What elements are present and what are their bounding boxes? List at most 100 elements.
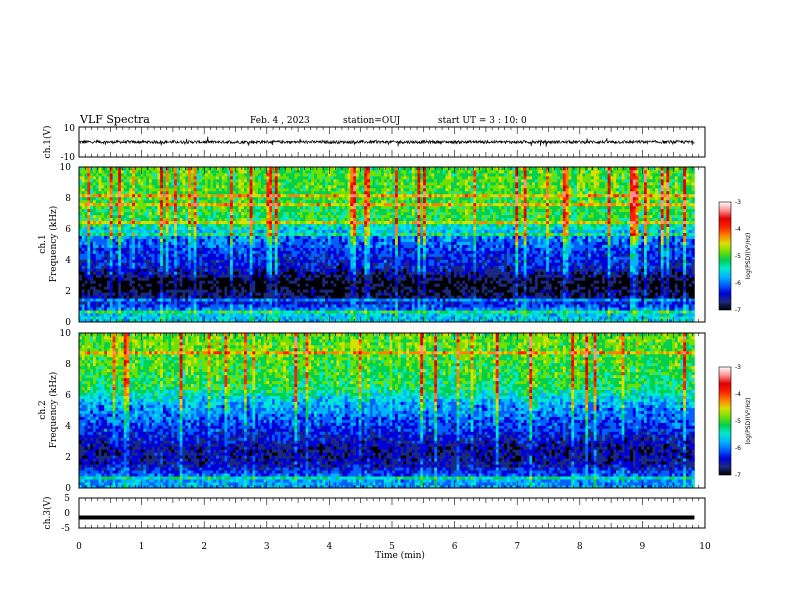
spectrogram-cell: [546, 307, 549, 310]
spectrogram-cell: [278, 286, 281, 289]
spectrogram-cell: [90, 268, 93, 271]
spectrogram-cell: [588, 262, 591, 265]
spectrogram-cell: [171, 304, 174, 307]
spectrogram-cell: [191, 292, 194, 295]
spectrogram-cell: [633, 292, 636, 295]
spectrogram-cell: [482, 310, 485, 313]
spectrogram-cell: [443, 271, 446, 274]
spectrogram-cell: [348, 316, 351, 319]
spectrogram-cell: [121, 268, 124, 271]
spectrogram-cell: [521, 313, 524, 316]
spectrogram-cell: [182, 316, 185, 319]
spectrogram-cell: [401, 313, 404, 316]
spectrogram-cell: [247, 289, 250, 292]
spectrogram-cell: [568, 289, 571, 292]
spectrogram-cell: [244, 262, 247, 265]
spectrogram-cell: [210, 253, 213, 256]
spectrogram-cell: [510, 301, 513, 304]
spectrogram-cell: [196, 271, 199, 274]
spectrogram-cell: [644, 316, 647, 319]
spectrogram-cell: [264, 274, 267, 277]
spectrogram-cell: [185, 310, 188, 313]
spectrogram-cell: [630, 280, 633, 283]
spectrogram-cell: [238, 310, 241, 313]
spectrogram-cell: [448, 262, 451, 265]
spectrogram-cell: [331, 271, 334, 274]
spectrogram-cell: [462, 292, 465, 295]
spectrogram-cell: [557, 307, 560, 310]
spectrogram-cell: [233, 292, 236, 295]
spectrogram-cell: [87, 286, 90, 289]
spectrogram-cell: [188, 313, 191, 316]
spectrogram-cell: [90, 280, 93, 283]
spectrogram-cell: [247, 271, 250, 274]
spectrogram-cell: [348, 301, 351, 304]
spectrogram-cell: [563, 304, 566, 307]
spectrogram-cell: [560, 280, 563, 283]
spectrogram-cell: [602, 256, 605, 259]
spectrogram-cell: [630, 274, 633, 277]
spectrogram-cell: [311, 313, 314, 316]
spectrogram-cell: [535, 271, 538, 274]
spectrogram-cell: [392, 280, 395, 283]
spectrogram-cell: [85, 316, 88, 319]
spectrogram-cell: [582, 307, 585, 310]
spectrogram-cell: [115, 280, 118, 283]
spectrogram-cell: [610, 310, 613, 313]
spectrogram-cell: [560, 277, 563, 280]
spectrogram-cell: [672, 283, 675, 286]
spectrogram-cell: [322, 316, 325, 319]
spectrogram-cell: [152, 301, 155, 304]
spectrogram-cell: [255, 280, 258, 283]
spectrogram-cell: [445, 289, 448, 292]
spectrogram-cell: [359, 280, 362, 283]
spectrogram-cell: [350, 307, 353, 310]
spectrogram-cell: [513, 259, 516, 262]
spectrogram-cell: [169, 277, 172, 280]
spectrogram-cell: [429, 298, 432, 301]
spectrogram-cell: [364, 280, 367, 283]
spectrogram-cell: [241, 265, 244, 268]
spectrogram-cell: [353, 271, 356, 274]
spectrogram-cell: [356, 268, 359, 271]
spectrogram-cell: [146, 301, 149, 304]
spectrogram-cell: [596, 277, 599, 280]
spectrogram-cell: [244, 274, 247, 277]
spectrogram-cell: [647, 286, 650, 289]
spectrogram-cell: [258, 280, 261, 283]
spectrogram-cell: [85, 274, 88, 277]
spectrogram-cell: [666, 286, 669, 289]
spectrogram-cell: [194, 313, 197, 316]
spectrogram-cell: [113, 289, 116, 292]
spectrogram-cell: [169, 286, 172, 289]
spectrogram-cell: [613, 262, 616, 265]
spectrogram-cell: [493, 295, 496, 298]
spectrogram-cell: [672, 271, 675, 274]
spectrogram-cell: [373, 265, 376, 268]
spectrogram-cell: [566, 256, 569, 259]
spectrogram-cell: [423, 253, 426, 256]
spectrogram-cell: [412, 271, 415, 274]
spectrogram-cell: [415, 304, 418, 307]
spectrogram-cell: [182, 256, 185, 259]
spectrogram-cell: [566, 307, 569, 310]
spectrogram-cell: [283, 286, 286, 289]
spectrogram-cell: [457, 259, 460, 262]
spectrogram-cell: [306, 313, 309, 316]
spectrogram-cell: [216, 262, 219, 265]
spectrogram-cell: [132, 253, 135, 256]
spectrogram-cell: [353, 256, 356, 259]
spectrogram-cell: [588, 313, 591, 316]
spectrogram-cell: [619, 283, 622, 286]
spectrogram-cell: [90, 271, 93, 274]
spectrogram-cell: [524, 280, 527, 283]
spectrogram-cell: [619, 256, 622, 259]
spectrogram-cell: [588, 295, 591, 298]
spectrogram-cell: [529, 304, 532, 307]
spectrogram-cell: [680, 304, 683, 307]
spectrogram-cell: [328, 271, 331, 274]
spectrogram-cell: [141, 310, 144, 313]
spectrogram-cell: [499, 286, 502, 289]
spectrogram-cell: [585, 271, 588, 274]
spectrogram-cell: [462, 295, 465, 298]
